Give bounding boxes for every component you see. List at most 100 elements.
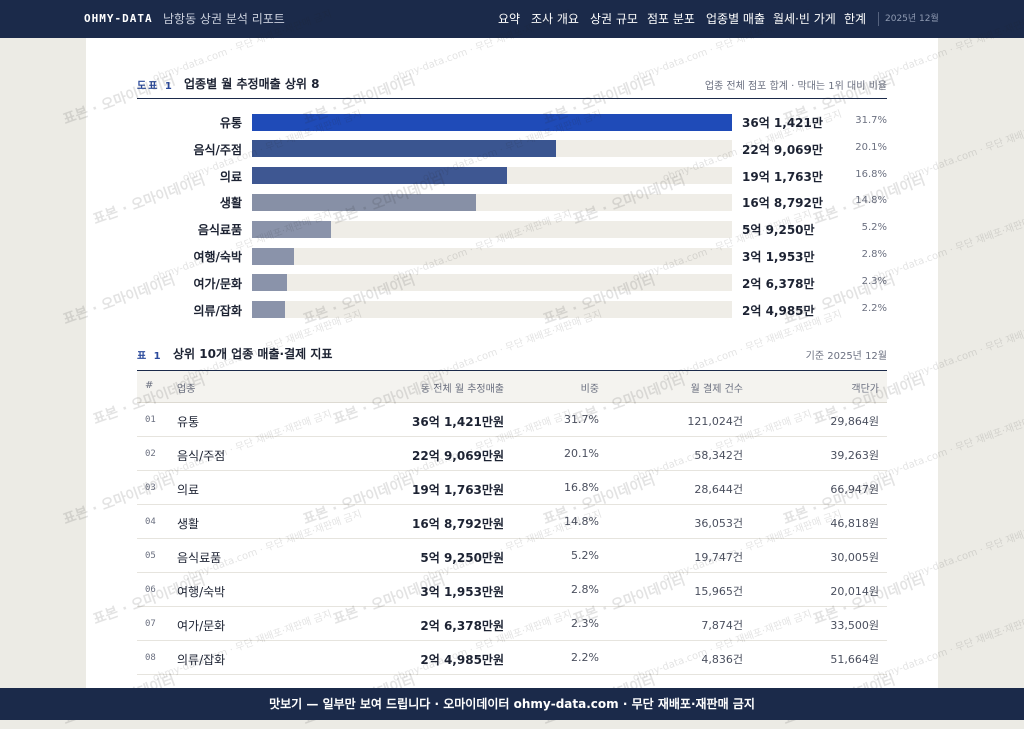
table-cell: 29,864원	[830, 415, 879, 428]
table-cell: 36,053건	[694, 517, 743, 530]
nav-link[interactable]: 업종별 매출	[706, 12, 766, 26]
value-label: 36억 1,421만	[742, 116, 823, 130]
nav-link[interactable]: 요약	[498, 12, 521, 26]
footer-banner: 맛보기 — 일부만 보여 드립니다 · 오마이데이터 ohmy-data.com…	[0, 688, 1024, 720]
category-label: 여행/숙박	[193, 250, 242, 264]
nav-link[interactable]: 점포 분포	[647, 12, 695, 26]
row-divider	[137, 674, 887, 675]
table-cell: 여가/문화	[177, 619, 226, 633]
bar	[252, 140, 557, 158]
table-cell: 2.2%	[571, 651, 599, 664]
bar	[252, 193, 477, 211]
rule	[137, 370, 887, 371]
column-header: 비중	[580, 384, 599, 395]
share-label: 14.8%	[855, 195, 887, 207]
nav-link[interactable]: 한계	[844, 12, 867, 26]
brand: OHMY-DATA	[84, 12, 153, 25]
sales-cell: 22억 9,069만원	[412, 449, 504, 463]
value-label: 2억 6,378만	[742, 276, 815, 291]
share-label: 16.8%	[855, 168, 887, 180]
table-cell: 03	[145, 483, 156, 493]
share-label: 2.2%	[861, 302, 887, 314]
table-cell: 14.8%	[564, 515, 599, 528]
column-header: 객단가	[851, 384, 879, 395]
table-cell: 07	[145, 619, 156, 629]
report-title: 남항동 상권 분석 리포트	[163, 12, 285, 26]
table-note: 기준 2025년 12월	[805, 351, 887, 362]
report-date: 2025년 12월	[885, 14, 939, 24]
row-divider	[137, 470, 887, 471]
sales-cell: 2억 6,378만원	[420, 619, 504, 633]
report-sheet: 도표 1 업종별 월 추정매출 상위 8 업종 전체 점포 합계 · 막대는 1위 …	[86, 38, 938, 688]
table-cell: 05	[145, 551, 156, 561]
table-cell: 08	[145, 653, 156, 663]
column-header: 동 전체 월 추정매출	[420, 384, 504, 395]
table-cell: 2.8%	[571, 583, 599, 596]
chart-title: 업종별 월 추정매출 상위 8	[184, 77, 320, 91]
row-divider	[137, 504, 887, 505]
table-title: 상위 10개 업종 매출·결제 지표	[173, 347, 333, 361]
sales-cell: 2억 4,985만원	[420, 653, 504, 667]
row-divider	[137, 436, 887, 437]
sales-cell: 16억 8,792만원	[412, 517, 504, 531]
table-cell: 4,836건	[701, 653, 743, 666]
sales-cell: 3억 1,953만원	[420, 585, 504, 599]
table-cell: 여행/숙박	[177, 585, 226, 599]
table-cell: 66,947원	[830, 483, 879, 496]
table-cell: 39,263원	[830, 449, 879, 462]
table-cell: 16.8%	[564, 481, 599, 494]
sales-cell: 19억 1,763만원	[412, 483, 504, 497]
bar	[252, 167, 507, 185]
share-label: 20.1%	[855, 141, 887, 153]
sales-cell: 36억 1,421만원	[412, 415, 504, 429]
column-header: #	[145, 380, 154, 391]
row-divider	[137, 538, 887, 539]
value-label: 22억 9,069만	[742, 142, 823, 157]
category-label: 의류/잡화	[193, 303, 242, 318]
table-cell: 음식/주점	[177, 449, 226, 463]
table-cell: 02	[145, 449, 156, 459]
value-label: 2억 4,985만	[742, 303, 815, 318]
value-label: 5억 9,250만	[742, 223, 815, 238]
table-cell: 음식료품	[177, 551, 222, 565]
table-cell: 58,342건	[694, 449, 743, 462]
bar-track	[252, 247, 732, 265]
table-cell: 의류/잡화	[177, 653, 226, 667]
value-label: 16억 8,792만	[742, 196, 823, 211]
table-cell: 01	[145, 415, 156, 425]
share-label: 2.3%	[861, 275, 887, 287]
column-header: 업종	[177, 384, 196, 395]
row-divider	[137, 572, 887, 573]
table-cell: 2.3%	[571, 617, 599, 630]
nav-link[interactable]: 상권 규모	[590, 12, 638, 26]
table-label: 표 1	[137, 351, 163, 362]
bar-track	[252, 274, 732, 292]
table-cell: 20,014원	[830, 585, 879, 598]
category-label: 유통	[219, 116, 242, 130]
table-cell: 46,818원	[830, 517, 879, 530]
table-cell: 7,874건	[701, 619, 743, 632]
table-header-row	[137, 371, 887, 403]
top-nav: OHMY-DATA 남항동 상권 분석 리포트 요약 조사 개요 상권 규모 점포 분포 업…	[0, 0, 1024, 38]
rule	[137, 98, 887, 99]
category-label: 음식료품	[197, 223, 242, 238]
bar-track	[252, 220, 732, 238]
table-cell: 유통	[177, 415, 200, 429]
nav-link[interactable]: 조사 개요	[531, 12, 579, 26]
table-cell: 04	[145, 517, 156, 527]
bar	[252, 247, 295, 265]
table-cell: 121,024건	[687, 415, 743, 428]
value-label: 3억 1,953만	[742, 250, 815, 264]
nav-divider	[878, 12, 879, 26]
bar-track	[252, 301, 732, 319]
nav-link[interactable]: 월세·빈 가게	[773, 12, 836, 26]
row-divider	[137, 606, 887, 607]
value-label: 19억 1,763만	[742, 169, 823, 184]
table-cell: 30,005원	[830, 551, 879, 564]
bar	[252, 301, 286, 319]
share-label: 2.8%	[861, 249, 887, 260]
category-label: 생활	[219, 196, 242, 211]
table-cell: 5.2%	[571, 549, 599, 562]
bar	[252, 274, 288, 292]
